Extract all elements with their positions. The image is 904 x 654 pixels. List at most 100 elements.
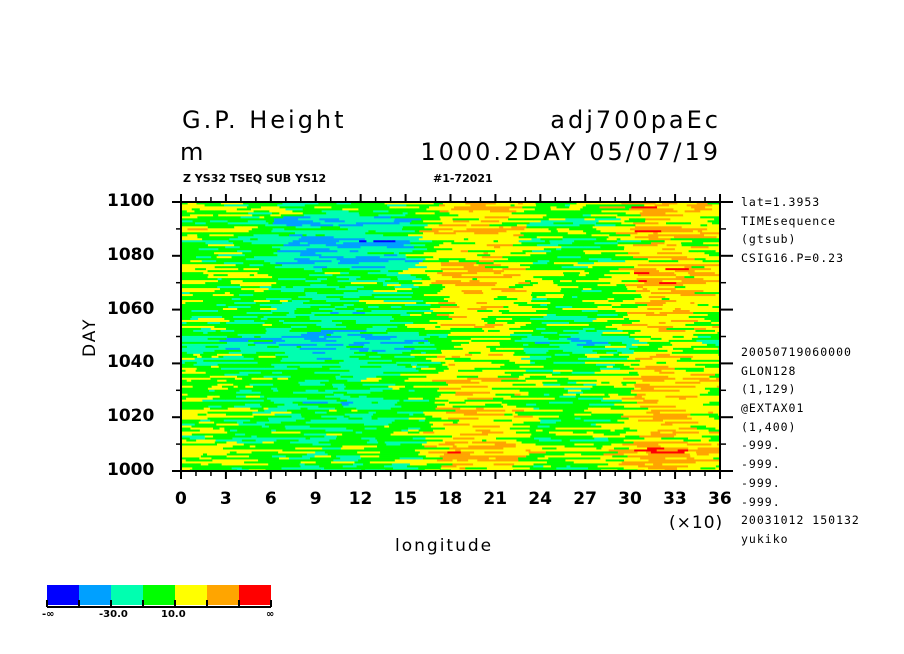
heatmap-cell: [293, 445, 303, 448]
heatmap-cell: [479, 313, 495, 316]
x-tick-label: 21: [483, 489, 508, 509]
heatmap-cell: [595, 363, 616, 366]
heatmap-cell: [235, 433, 246, 436]
heatmap-cell: [637, 231, 654, 235]
heatmap-cell: [359, 349, 369, 352]
heatmap-cell: [586, 431, 594, 434]
heatmap-cell: [202, 275, 209, 279]
heatmap-cell: [681, 465, 689, 468]
heatmap-cell: [486, 307, 512, 310]
heatmap-cell: [702, 299, 709, 303]
heatmap-cell: [258, 359, 265, 362]
heatmap-cell: [651, 273, 668, 277]
heatmap-cell: [194, 423, 206, 426]
heatmap-cell: [430, 267, 442, 271]
heatmap-cell: [267, 271, 273, 275]
heatmap-cell: [668, 407, 696, 410]
heatmap-cell: [208, 425, 235, 428]
heatmap-cell: [268, 463, 291, 466]
heatmap-cell: [630, 433, 652, 436]
heatmap-cell: [534, 341, 551, 344]
heatmap-cell: [698, 459, 703, 462]
heatmap-cell: [551, 355, 559, 358]
heatmap-cell: [227, 459, 251, 462]
heatmap-cell: [472, 341, 482, 344]
heatmap-cell: [291, 411, 316, 414]
heatmap-cell: [394, 403, 403, 406]
heatmap-cell: [523, 421, 541, 424]
colorbar-swatch: [79, 585, 111, 605]
heatmap-cell: [234, 243, 248, 247]
heatmap-cell: [263, 407, 269, 410]
heatmap-cell: [214, 271, 226, 275]
heatmap-cell: [611, 257, 627, 261]
heatmap-cell: [360, 379, 380, 382]
heatmap-cell: [503, 397, 530, 400]
heatmap-cell: [387, 331, 399, 334]
heatmap-cell: [629, 271, 635, 275]
heatmap-cell: [462, 321, 488, 324]
heatmap-cell: [297, 367, 322, 370]
heatmap-cell: [275, 355, 289, 358]
heatmap-cell: [617, 351, 623, 354]
heatmap-cell: [359, 239, 367, 243]
heatmap-cell: [196, 202, 222, 205]
heatmap-cell: [412, 365, 417, 368]
heatmap-cell: [298, 237, 320, 241]
heatmap-cell: [576, 277, 593, 281]
heatmap-cell: [404, 389, 410, 392]
heatmap-cell: [429, 205, 455, 209]
heatmap-cell: [436, 355, 446, 358]
y-tick-label: 1100: [107, 191, 155, 211]
heatmap-cell: [206, 263, 222, 267]
heatmap-cell: [435, 317, 453, 320]
heatmap-cell: [293, 391, 321, 394]
heatmap-cell: [407, 309, 434, 312]
heatmap-cell: [206, 249, 212, 253]
heatmap-cell: [486, 301, 515, 305]
heatmap-cell: [522, 447, 543, 450]
heatmap-cell: [465, 401, 480, 404]
heatmap-cell: [357, 405, 368, 408]
heatmap-cell: [537, 281, 554, 285]
heatmap-cell: [316, 457, 341, 460]
side-info-bottom: 20050719060000 GLON128 (1,129) @EXTAX01 …: [741, 343, 860, 549]
heatmap-cell: [536, 309, 564, 312]
heatmap-cell: [611, 409, 636, 412]
heatmap-cell: [627, 287, 644, 291]
heatmap-cell: [222, 311, 247, 314]
heatmap-cell: [266, 379, 294, 382]
heatmap-cell: [495, 283, 516, 287]
heatmap-cell: [610, 411, 622, 414]
heatmap-cell: [256, 421, 282, 424]
heatmap-cell: [327, 265, 332, 269]
heatmap-cell: [358, 395, 368, 398]
heatmap-cell: [530, 449, 551, 452]
heatmap-cell: [466, 315, 489, 318]
heatmap-cell: [606, 365, 614, 368]
heatmap-cell: [338, 223, 364, 227]
heatmap-cell: [368, 463, 387, 466]
heatmap-cell: [406, 437, 414, 440]
heatmap-cell: [454, 359, 460, 362]
heatmap-cell: [516, 345, 543, 348]
heatmap-cell: [330, 207, 343, 211]
heatmap-cell: [181, 315, 193, 318]
heatmap-cell: [181, 213, 191, 217]
heatmap-cell: [294, 293, 306, 297]
heatmap-cell: [219, 267, 234, 271]
heatmap-cell: [492, 381, 500, 384]
heatmap-cell: [549, 393, 564, 396]
heatmap-cell: [624, 283, 652, 287]
heatmap-cell: [334, 425, 339, 428]
heatmap-cell: [512, 275, 534, 279]
heatmap-cell: [690, 301, 695, 305]
heatmap-cell: [571, 357, 579, 360]
heatmap-cell: [279, 299, 289, 303]
heatmap-cell: [275, 369, 294, 372]
heatmap-cell: [300, 431, 314, 434]
heatmap-cell: [203, 331, 208, 334]
heatmap-cell: [687, 333, 694, 336]
heatmap-cell: [351, 409, 358, 412]
